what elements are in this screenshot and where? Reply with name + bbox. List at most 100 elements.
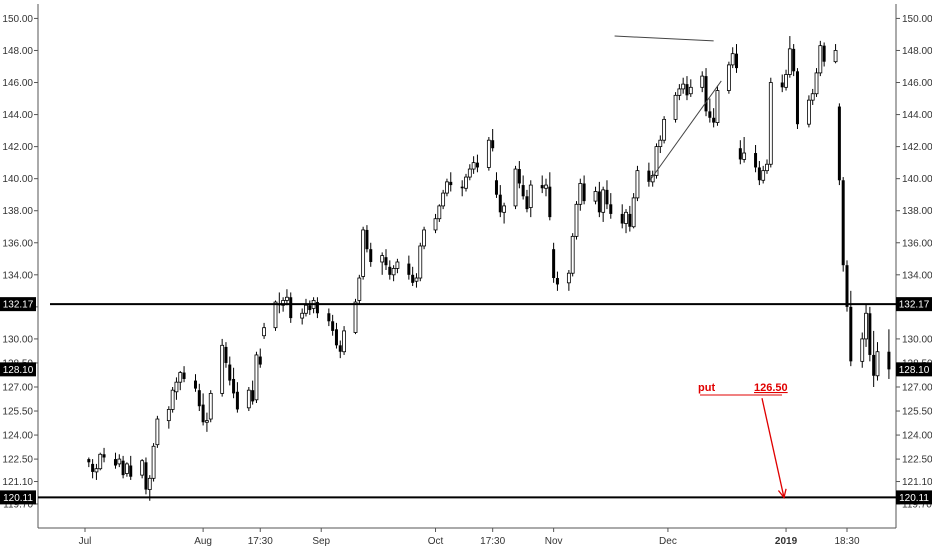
candle	[726, 61, 731, 94]
y-tick-label-right: 144.00	[902, 110, 932, 121]
candle	[730, 47, 735, 69]
candle	[201, 393, 205, 426]
axes-frame	[37, 4, 897, 529]
candle	[422, 226, 426, 250]
candle	[460, 180, 464, 197]
candle-body-down	[647, 170, 651, 182]
candle-body-up	[768, 82, 773, 165]
candle	[574, 201, 579, 240]
candle-body-down	[609, 204, 613, 214]
candle	[814, 68, 819, 97]
candle-body-up	[742, 152, 747, 160]
candle	[254, 351, 259, 404]
candle-body-down	[712, 117, 716, 123]
candle	[441, 189, 446, 210]
candle	[170, 386, 175, 413]
candle	[155, 415, 160, 448]
candle-body-up	[860, 338, 865, 362]
level-badge-right	[896, 490, 932, 505]
candle-body-down	[548, 186, 552, 218]
candle-body-up	[170, 389, 175, 410]
candle	[768, 77, 773, 168]
candle	[784, 69, 788, 91]
candle	[125, 462, 129, 477]
candle	[407, 255, 411, 280]
candle	[498, 185, 502, 218]
candle	[570, 233, 575, 277]
candle-body-up	[357, 277, 362, 301]
y-tick-label-right: 150.00	[902, 14, 932, 25]
y-tick-label-right: 130.00	[902, 334, 932, 345]
candle-body-up	[273, 301, 278, 329]
candle-body-up	[833, 50, 838, 63]
candle-body-up	[486, 139, 491, 168]
y-tick-label-right: 125.50	[902, 407, 932, 418]
y-tick-label-left: 130.00	[2, 334, 33, 345]
y-tick-label-left: 144.00	[2, 110, 33, 121]
candle	[388, 260, 392, 280]
candle	[765, 159, 769, 174]
candle	[860, 332, 865, 368]
y-tick-label-right: 127.00	[902, 382, 932, 393]
candle-body-down	[620, 213, 624, 224]
candle	[391, 265, 396, 282]
candle-body-down	[780, 82, 784, 88]
candle	[688, 79, 693, 97]
candle	[205, 412, 209, 432]
candle	[144, 457, 148, 495]
candle	[841, 177, 845, 272]
x-tick-label: 17:30	[248, 536, 273, 547]
candle-body-up	[513, 168, 518, 207]
candle-body-up	[98, 453, 103, 470]
candle	[102, 447, 106, 463]
candle	[182, 366, 186, 383]
candle	[258, 348, 262, 368]
candle-body-down	[517, 169, 521, 184]
candle	[540, 175, 544, 194]
candle-body-up	[437, 205, 442, 220]
candle-body-down	[521, 185, 525, 197]
candle	[735, 44, 739, 73]
candle	[262, 322, 266, 339]
candle	[338, 340, 342, 359]
candle	[864, 303, 868, 347]
candle-body-up	[864, 312, 868, 340]
candle-body-up	[178, 372, 183, 383]
y-tick-label-right: 134.00	[902, 270, 932, 281]
candle-body-up	[391, 268, 396, 276]
candle-body-down	[849, 306, 853, 362]
candle-body-up	[174, 381, 179, 393]
y-tick-label-left: 146.00	[2, 78, 33, 89]
candle	[117, 454, 122, 468]
candle	[502, 202, 507, 224]
candle-body-up	[125, 463, 129, 474]
x-tick-label: Sep	[312, 536, 330, 547]
candle-body-down	[258, 356, 262, 365]
y-tick-label-left: 150.00	[2, 14, 33, 25]
candle	[304, 298, 308, 317]
horizontal-levels: 132.17 132.17 120.11 120.11 128.10 128.10	[0, 297, 932, 505]
candles	[87, 36, 891, 501]
candle	[787, 36, 792, 78]
candle	[818, 40, 823, 77]
candle-body-down	[597, 191, 601, 213]
candle-body-down	[792, 48, 796, 72]
y-tick-label-left: 119.70	[3, 499, 33, 510]
candle-body-down	[822, 45, 826, 62]
level-label-left: 132.17	[3, 300, 34, 311]
candle	[624, 209, 628, 234]
y-tick-label-left: 136.00	[2, 238, 33, 249]
candle	[380, 252, 385, 275]
candle	[810, 88, 815, 105]
candle	[605, 180, 609, 210]
candle	[486, 137, 491, 171]
x-tick-label: 2019	[775, 536, 798, 547]
candle-body-up	[635, 170, 640, 199]
candle	[357, 274, 362, 304]
candle-body-down	[735, 53, 739, 69]
x-tick-label: Aug	[194, 536, 212, 547]
candle-body-up	[418, 245, 423, 279]
candle-body-down	[795, 71, 799, 125]
candle	[151, 443, 156, 482]
